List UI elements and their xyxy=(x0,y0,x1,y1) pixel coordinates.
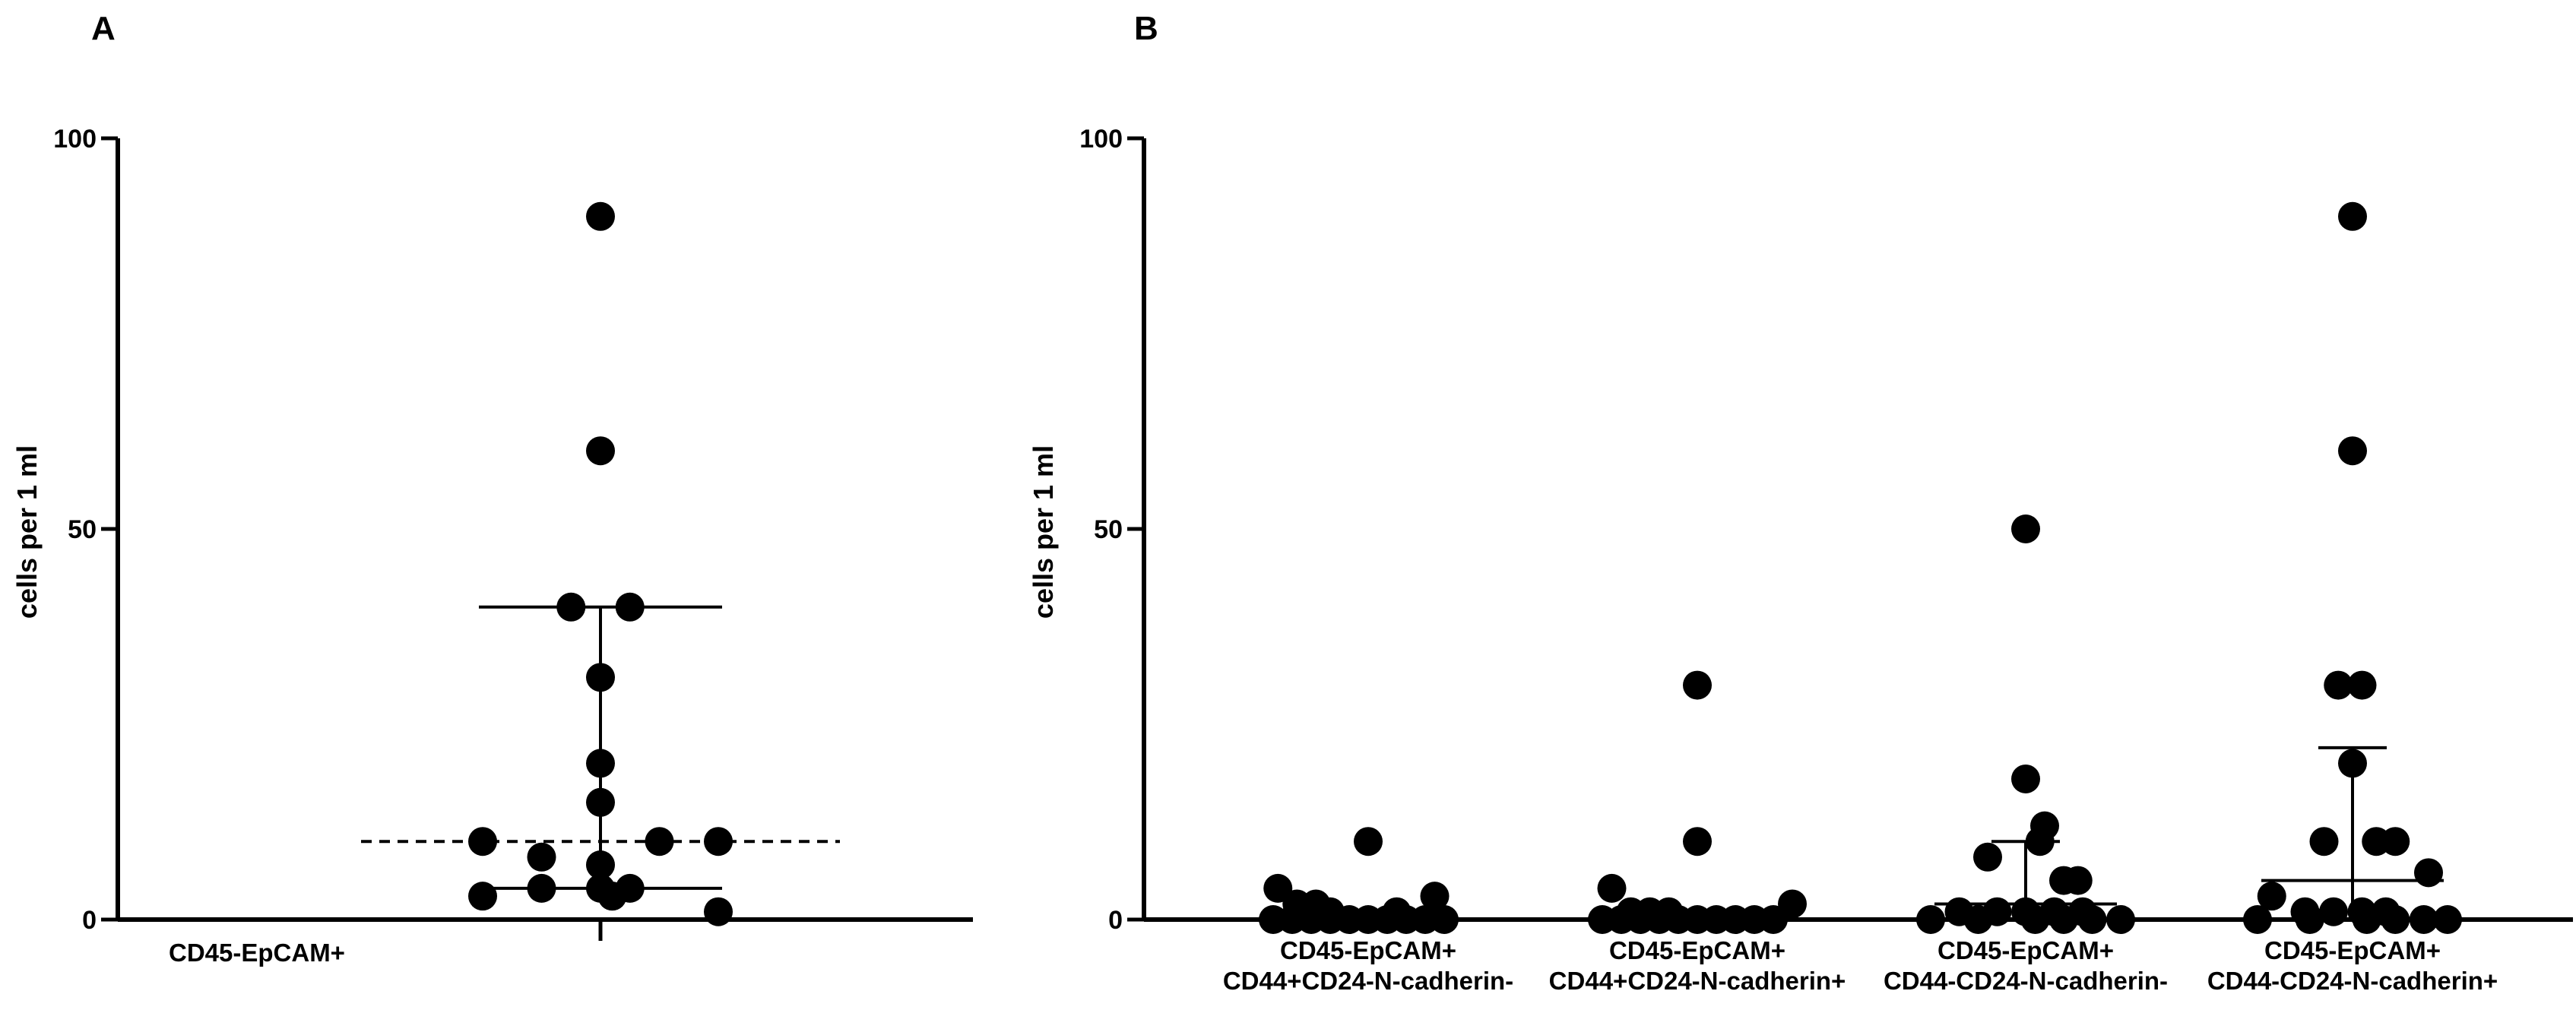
y-tick-label: 50 xyxy=(1094,515,1123,544)
x-categories-b: CD45-EpCAM+ CD44+CD24-N-cadherin- CD45-EpC… xyxy=(1223,936,2498,995)
data-point xyxy=(615,873,645,903)
data-point xyxy=(2409,905,2438,934)
data-point xyxy=(1916,905,1945,934)
x-category-label: CD44+CD24-N-cadherin+ xyxy=(1549,967,1846,995)
panel-letter-a: A xyxy=(91,10,116,47)
data-point xyxy=(2347,670,2377,700)
data-point xyxy=(2049,905,2078,934)
data-point xyxy=(2381,827,2410,856)
data-point xyxy=(527,873,556,903)
data-point xyxy=(1263,873,1293,903)
data-point xyxy=(1597,873,1627,903)
y-tick-label: 50 xyxy=(68,515,97,544)
data-point xyxy=(2020,905,2050,934)
data-point xyxy=(704,827,733,856)
data-point xyxy=(2025,827,2055,856)
panel-letter-b: B xyxy=(1134,10,1158,47)
data-point xyxy=(2352,905,2381,934)
x-category-label: CD44-CD24-N-cadherin+ xyxy=(2207,967,2498,995)
stats-a xyxy=(361,605,840,890)
data-point xyxy=(2309,827,2339,856)
data-point xyxy=(2106,905,2135,934)
y-ticks-b: 0 50 100 xyxy=(1079,125,1144,935)
x-category-label: CD44-CD24-N-cadherin- xyxy=(1884,967,2168,995)
data-point xyxy=(586,201,615,231)
data-point xyxy=(2324,670,2353,700)
y-axis-title-b: cells per 1 ml xyxy=(1028,445,1059,619)
data-point xyxy=(2338,436,2367,466)
y-tick-label: 100 xyxy=(1079,125,1123,154)
y-tick-label: 0 xyxy=(1108,906,1123,935)
data-point xyxy=(586,787,615,817)
data-point xyxy=(1963,905,1993,934)
x-category-label: CD45-EpCAM+ xyxy=(1280,936,1456,964)
data-point xyxy=(1420,882,1450,911)
x-category-label: CD45-EpCAM+ xyxy=(169,939,345,967)
x-category-label: CD44+CD24-N-cadherin- xyxy=(1223,967,1513,995)
y-ticks-a: 0 50 100 xyxy=(53,125,118,935)
data-point xyxy=(1683,670,1712,700)
data-point xyxy=(2295,905,2324,934)
data-point xyxy=(2257,882,2286,911)
data-point xyxy=(1683,827,1712,856)
data-point xyxy=(2338,749,2367,778)
data-point xyxy=(586,663,615,692)
data-point xyxy=(556,592,586,622)
x-category-label: CD45-EpCAM+ xyxy=(2264,936,2441,964)
data-point xyxy=(1430,905,1459,934)
y-tick-label: 100 xyxy=(53,125,97,154)
data-point xyxy=(2077,905,2107,934)
data-point xyxy=(2243,905,2272,934)
data-point xyxy=(1354,827,1383,856)
data-point xyxy=(586,436,615,466)
data-point xyxy=(704,897,733,926)
points-b xyxy=(1259,201,2462,934)
data-point xyxy=(2049,866,2078,895)
data-point xyxy=(2433,905,2462,934)
data-point xyxy=(1778,889,1807,919)
y-axis-title-a: cells per 1 ml xyxy=(11,445,43,619)
data-point xyxy=(468,827,497,856)
data-point xyxy=(586,850,615,880)
data-point xyxy=(2338,201,2367,231)
data-point xyxy=(2319,897,2348,926)
panel-a: A cells per 1 ml 0 50 100 CD45-EpCAM+ xyxy=(11,10,973,967)
data-point xyxy=(2414,858,2443,888)
y-tick-label: 0 xyxy=(82,906,97,935)
data-point xyxy=(586,749,615,778)
data-point xyxy=(1973,842,2002,872)
x-category-label: CD45-EpCAM+ xyxy=(1938,936,2114,964)
x-categories-a: CD45-EpCAM+ xyxy=(169,920,603,967)
data-point xyxy=(645,827,674,856)
data-point xyxy=(1759,905,1788,934)
data-point xyxy=(2011,514,2040,543)
data-point xyxy=(468,882,497,911)
x-category-label: CD45-EpCAM+ xyxy=(1609,936,1785,964)
panel-b: B cells per 1 ml 0 50 100 CD45-EpCAM+ CD44+… xyxy=(1028,10,2573,995)
data-point xyxy=(586,873,615,903)
data-point xyxy=(527,842,556,872)
data-point xyxy=(615,592,645,622)
data-point xyxy=(2381,905,2410,934)
data-point xyxy=(2011,764,2040,793)
points-a xyxy=(468,201,733,926)
